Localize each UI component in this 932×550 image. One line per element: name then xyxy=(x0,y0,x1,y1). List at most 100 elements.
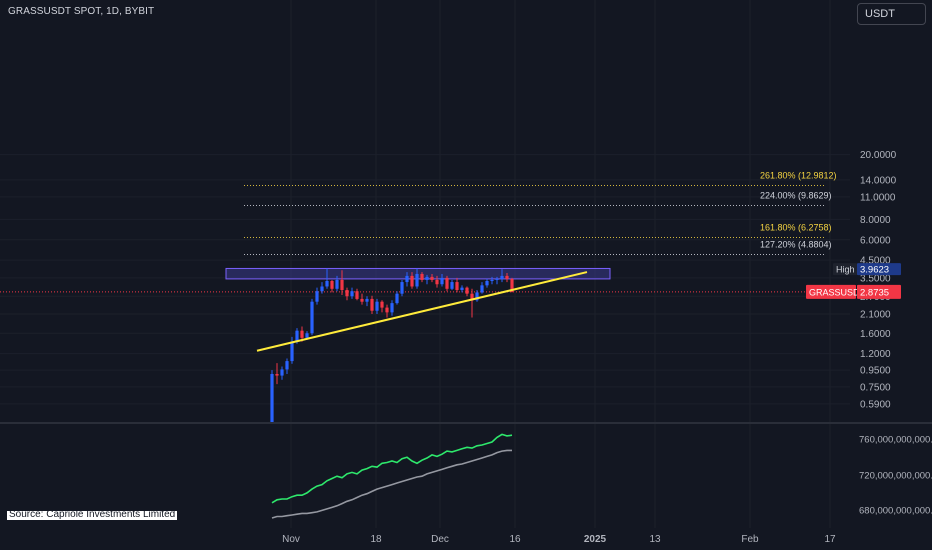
candle[interactable] xyxy=(505,273,509,283)
price-tick-label: 2.1000 xyxy=(860,310,891,321)
candle[interactable] xyxy=(340,270,344,295)
candle[interactable] xyxy=(395,291,399,305)
candle[interactable] xyxy=(420,272,424,283)
candle[interactable] xyxy=(470,288,474,318)
candle[interactable] xyxy=(350,287,354,299)
candle-body xyxy=(460,287,464,290)
candle-body xyxy=(310,301,314,334)
candle-body xyxy=(315,291,319,302)
last-price-marker-value: 2.8735 xyxy=(860,287,889,298)
candle[interactable] xyxy=(430,273,434,283)
candle[interactable] xyxy=(345,287,349,301)
candle[interactable] xyxy=(435,275,439,288)
candle-body xyxy=(410,275,414,287)
candle[interactable] xyxy=(375,298,379,315)
candle[interactable] xyxy=(360,293,364,305)
candle-body xyxy=(300,330,304,338)
candle[interactable] xyxy=(465,286,469,297)
candle-body xyxy=(390,303,394,313)
candle[interactable] xyxy=(280,366,284,380)
candle-body xyxy=(285,361,289,370)
candle-body xyxy=(475,292,479,301)
candle[interactable] xyxy=(335,275,339,292)
candle-body xyxy=(490,279,494,281)
candle[interactable] xyxy=(405,272,409,287)
candle[interactable] xyxy=(365,296,369,307)
currency-button[interactable]: USDT xyxy=(857,3,926,25)
candle[interactable] xyxy=(485,278,489,288)
time-tick-label: 2025 xyxy=(584,534,607,545)
indicator-line-gray[interactable] xyxy=(271,449,512,519)
fib-level-label: 161.80% (6.2758) xyxy=(760,223,832,233)
candle[interactable] xyxy=(320,282,324,294)
indicator-tick-label: 680,000,000,000.00 xyxy=(859,506,932,517)
price-tick-label: 8.0000 xyxy=(860,215,891,226)
candle[interactable] xyxy=(385,304,389,318)
candle-body xyxy=(350,291,354,297)
candle[interactable] xyxy=(325,268,329,289)
candle[interactable] xyxy=(455,277,459,293)
candle-body xyxy=(500,275,504,279)
candle[interactable] xyxy=(460,285,464,293)
candle[interactable] xyxy=(490,276,494,285)
candle-body xyxy=(420,273,424,280)
candle-body xyxy=(510,278,514,292)
last-price-marker-label: GRASSUSDT xyxy=(809,287,866,297)
candle[interactable] xyxy=(475,289,479,302)
candle-body xyxy=(385,307,389,313)
price-tick-label: 11.0000 xyxy=(860,192,896,203)
fib-level-label: 224.00% (9.8629) xyxy=(760,191,832,201)
candle[interactable] xyxy=(495,276,499,285)
candle-body xyxy=(360,298,364,302)
price-tick-label: 4.5000 xyxy=(860,256,891,267)
time-tick-label: 18 xyxy=(370,534,382,545)
candle-body xyxy=(405,275,409,283)
candle-body xyxy=(375,301,379,311)
price-tick-label: 6.0000 xyxy=(860,235,891,246)
candle[interactable] xyxy=(380,300,384,313)
candle-body xyxy=(465,287,469,294)
candle-body xyxy=(425,276,429,280)
candle[interactable] xyxy=(415,268,419,289)
high-marker-value: 3.9623 xyxy=(860,265,889,276)
time-tick-label: 13 xyxy=(649,534,661,545)
candle[interactable] xyxy=(440,273,444,287)
candle[interactable] xyxy=(370,295,374,315)
candle[interactable] xyxy=(355,288,359,301)
candle-body xyxy=(380,301,384,308)
candle-body xyxy=(455,282,459,290)
candle-body xyxy=(435,279,439,285)
source-label: Source: Capriole Investments Limited xyxy=(7,511,178,520)
candle-body xyxy=(485,280,489,286)
candle-body xyxy=(325,280,329,287)
support-trendline[interactable] xyxy=(256,271,588,352)
high-marker: High 3.9623 xyxy=(833,263,901,276)
indicator-tick-label: 720,000,000,000.00 xyxy=(859,471,932,482)
candle[interactable] xyxy=(390,300,394,316)
candle[interactable] xyxy=(450,279,454,290)
candle[interactable] xyxy=(425,274,429,285)
candle[interactable] xyxy=(445,275,449,292)
candle-body xyxy=(495,278,499,280)
candle[interactable] xyxy=(315,287,319,305)
indicator-line-green[interactable] xyxy=(271,433,513,504)
fib-level-label: 261.80% (12.9812) xyxy=(760,171,837,181)
candle-body xyxy=(270,373,274,423)
candle-body xyxy=(275,373,279,376)
candle-body xyxy=(415,273,419,287)
candle[interactable] xyxy=(400,279,404,297)
candle[interactable] xyxy=(330,279,334,293)
candle-body xyxy=(445,277,449,289)
candle[interactable] xyxy=(480,282,484,294)
price-tick-label: 0.7500 xyxy=(860,382,891,393)
time-tick-label: Dec xyxy=(431,534,449,545)
candle[interactable] xyxy=(310,298,314,336)
candle-body xyxy=(450,282,454,289)
candle[interactable] xyxy=(275,363,279,385)
candle[interactable] xyxy=(270,370,274,423)
candle[interactable] xyxy=(410,272,414,289)
candle[interactable] xyxy=(500,269,504,283)
candle[interactable] xyxy=(285,358,289,374)
